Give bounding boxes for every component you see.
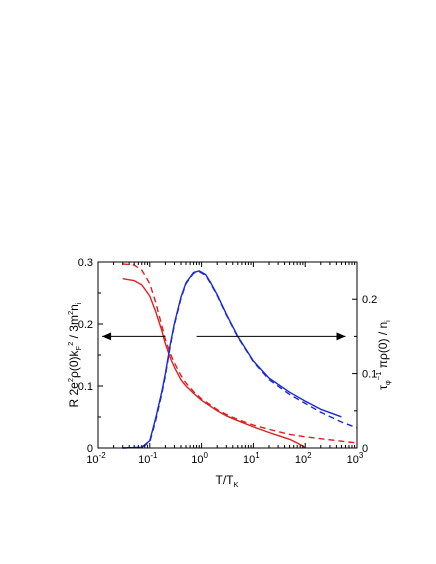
x-tick-exp: -2 [99,451,107,460]
x-tick-exp: 1 [255,451,260,460]
left-axis-label: R 2e2ρ(0)kF2 / 3m2ni [66,302,83,407]
x-tick-base: 10 [191,454,203,466]
x-tick-label: 101 [243,451,260,466]
right-tick-label: 0 [362,443,368,455]
x-axis-label: T/TK [215,473,238,489]
series-line-resistance-dashed [122,263,358,444]
left-tick-label: 0.3 [78,257,93,269]
x-label-main: T/T [215,473,234,487]
plot-frame [97,261,358,449]
left-label-r: R 2e [67,382,81,408]
x-tick-exp: -1 [150,451,158,460]
left-tick-label: 0 [87,443,93,455]
x-tick-exp: 2 [307,451,312,460]
series-line-resistance-solid [122,278,306,449]
x-label-sub: K [233,480,238,489]
x-tick-label: 103 [347,451,364,466]
x-tick-base: 10 [243,454,255,466]
x-tick-base: 10 [86,454,98,466]
x-tick-base: 10 [347,454,359,466]
arrow-left-head [102,332,112,341]
right-axis-label: τφ−1 πρ(0) / ni [374,320,392,390]
right-tick-label: 0.1 [362,369,377,381]
x-tick-label: 10-2 [86,451,106,466]
x-tick-exp: 3 [359,451,364,460]
curves-layer [122,263,358,449]
x-tick-label: 102 [295,451,312,466]
x-tick-base: 10 [138,454,150,466]
left-tick-label: 0.2 [78,319,93,331]
series-line-dephasing-dashed [122,271,358,449]
left-tick-label: 0.1 [78,381,93,393]
x-tick-exp: 0 [203,451,208,460]
right-tick-label: 0.2 [362,294,377,306]
x-tick-label: 10-1 [138,451,158,466]
x-tick-label: 100 [191,451,208,466]
x-tick-base: 10 [295,454,307,466]
arrows-layer [102,332,346,341]
arrow-right-head [336,332,346,341]
